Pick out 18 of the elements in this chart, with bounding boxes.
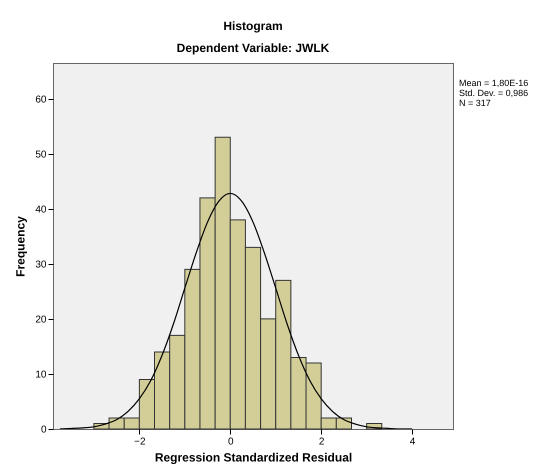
y-tick-label: 40 <box>35 204 47 216</box>
y-axis-title: Frequency <box>13 216 28 277</box>
text: Std. Dev. = 0,986 <box>459 88 528 98</box>
y-tick-label: 20 <box>35 314 47 326</box>
y-tick-label: 60 <box>35 94 47 106</box>
x-tick-label: 2 <box>318 436 325 448</box>
chart-title: Histogram <box>223 19 283 33</box>
text: N = 317 <box>459 98 491 108</box>
y-tick-label: 50 <box>35 149 47 160</box>
y-tick-label: 30 <box>35 259 47 270</box>
x-axis-title: Regression Standardized Residual <box>154 450 352 464</box>
y-tick-label: 10 <box>35 369 47 380</box>
x-tick-label: 4 <box>410 436 416 448</box>
y-tick-label: 0 <box>40 424 47 436</box>
text: Mean = 1,80E-16 <box>459 78 528 88</box>
x-tick-label: −2 <box>134 436 146 448</box>
chart-subtitle: Dependent Variable: JWLK <box>176 41 330 55</box>
x-tick-label: 0 <box>228 436 234 448</box>
